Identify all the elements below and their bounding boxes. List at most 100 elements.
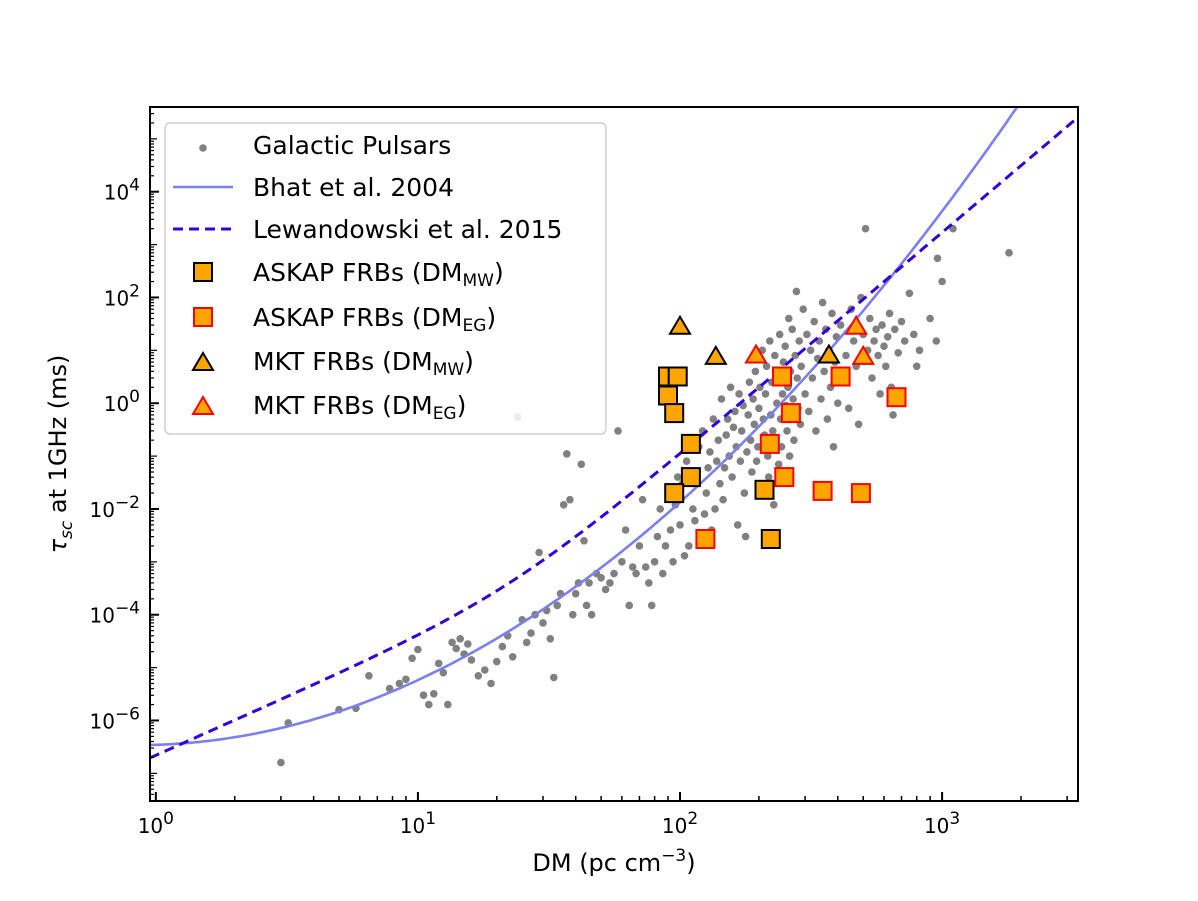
askap-frb-eg-marker	[774, 467, 795, 488]
legend-label-mkt-eg-sub: EG	[433, 404, 457, 424]
pulsar-point	[691, 516, 699, 525]
pulsar-point	[711, 505, 719, 513]
x-axis-label-main: DM (pc cm	[532, 849, 661, 877]
pulsar-point	[808, 374, 817, 382]
legend-box	[164, 122, 607, 435]
pulsar-point	[408, 654, 416, 663]
pulsar-point	[834, 399, 842, 408]
legend-marker-pulsars	[199, 144, 207, 152]
plot-area	[150, 107, 1078, 767]
askap-frb-mw-marker	[667, 366, 688, 387]
pulsar-point	[563, 450, 571, 458]
pulsar-point	[926, 314, 934, 323]
askap-frb-mw-marker	[754, 479, 775, 500]
pulsar-point	[444, 700, 452, 709]
mkt-frb-mw-marker	[704, 344, 728, 365]
pulsar-point	[854, 420, 863, 429]
pulsar-point	[395, 679, 404, 688]
legend-label-bhat: Bhat et al. 2004	[253, 173, 454, 202]
pulsar-point	[666, 526, 675, 534]
pulsar-point	[508, 653, 517, 661]
legend-label-pulsars: Galactic Pulsars	[253, 131, 451, 160]
pulsar-point	[817, 395, 825, 403]
legend-marker-askap-eg	[193, 307, 213, 327]
legend-marker-askap-mw	[193, 262, 213, 282]
pulsar-point	[763, 452, 772, 460]
pulsar-point	[659, 569, 667, 578]
pulsar-point	[709, 415, 718, 423]
pulsar-point	[647, 601, 656, 610]
pulsar-point	[527, 629, 535, 637]
pulsar-point	[737, 427, 746, 435]
askap-frb-eg-marker	[780, 403, 801, 424]
pulsar-point	[912, 362, 921, 371]
y-tick-exp: 4	[129, 176, 140, 196]
y-tick-exp: −6	[115, 704, 140, 724]
x-tick-label: 101	[400, 809, 436, 838]
plot-frame	[149, 106, 1079, 802]
pulsar-point	[876, 390, 884, 398]
pulsar-point	[900, 337, 909, 345]
y-tick-label: 10−6	[89, 704, 140, 733]
x-tick-exp: 1	[425, 809, 436, 829]
pulsar-point	[799, 305, 807, 314]
pulsar-point	[836, 321, 845, 329]
pulsar-point	[783, 427, 791, 435]
pulsar-point	[788, 325, 796, 334]
askap-frb-eg-marker	[812, 480, 833, 501]
y-tick-base: 10	[104, 392, 129, 416]
y-tick-base: 10	[89, 498, 114, 522]
pulsar-point	[625, 601, 633, 610]
pulsar-point	[829, 443, 838, 451]
pulsar-point	[714, 436, 723, 445]
y-tick-base: 10	[104, 286, 129, 310]
pulsar-point	[823, 415, 832, 423]
pulsar-point	[785, 314, 793, 323]
pulsar-point	[740, 489, 749, 497]
pulsar-point	[498, 642, 507, 651]
pulsar-point	[733, 521, 742, 529]
pulsar-point	[801, 390, 809, 398]
x-tick-exp: 2	[687, 809, 698, 829]
pulsar-point	[650, 558, 659, 566]
pulsar-point	[614, 427, 622, 435]
pulsar-point	[745, 378, 754, 387]
legend-label-askap-mw-tail: )	[494, 258, 504, 287]
pulsar-point	[891, 325, 899, 334]
pulsar-point	[797, 362, 805, 371]
pulsar-point	[828, 309, 836, 318]
pulsar-point	[744, 411, 752, 419]
pulsar-point	[702, 489, 711, 497]
pulsar-point	[910, 330, 918, 339]
pulsar-point	[749, 395, 757, 403]
x-tick-base: 10	[138, 814, 163, 838]
pulsar-point	[752, 457, 761, 466]
pulsar-point	[897, 317, 906, 326]
pulsar-point	[889, 411, 897, 419]
x-tick-label: 103	[924, 809, 960, 838]
askap-frb-eg-marker	[772, 366, 792, 387]
pulsar-point	[481, 666, 489, 674]
pulsar-point	[878, 321, 886, 329]
askap-frb-eg-marker	[830, 366, 851, 387]
y-axis-label-rest: at 1GHz (ms)	[44, 355, 72, 521]
pulsar-point	[735, 390, 743, 398]
pulsar-point	[704, 464, 712, 472]
pulsar-point	[685, 542, 693, 550]
pulsar-point	[464, 640, 472, 648]
pulsar-point	[402, 675, 410, 684]
y-tick-base: 10	[104, 181, 129, 205]
pulsar-point	[731, 407, 739, 416]
pulsar-point	[722, 431, 730, 439]
pulsar-point	[641, 563, 650, 571]
pulsar-point	[880, 342, 888, 351]
pulsar-point	[277, 758, 285, 767]
pulsar-point	[621, 526, 630, 534]
pulsar-point	[806, 346, 815, 355]
pulsar-point	[761, 390, 770, 398]
pulsar-point	[905, 289, 914, 298]
pulsar-point	[448, 638, 456, 647]
y-axis-label-sub: sc	[57, 520, 77, 539]
pulsar-point	[452, 644, 461, 653]
pulsar-point	[771, 351, 779, 360]
